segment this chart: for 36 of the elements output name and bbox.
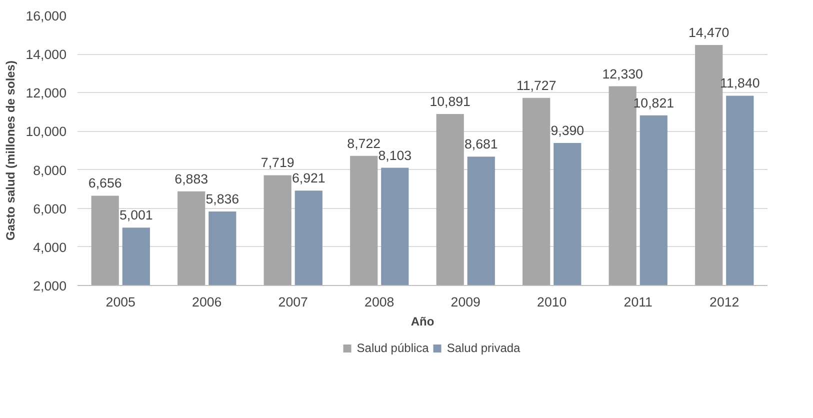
x-tick-label: 2009 [450, 294, 480, 310]
x-tick-label: 2006 [192, 294, 222, 310]
x-axis-title: Año [410, 314, 434, 328]
data-label: 8,681 [464, 136, 498, 152]
data-label: 10,821 [633, 95, 674, 110]
data-label: 5,836 [206, 192, 240, 207]
data-label: 8,722 [347, 136, 381, 151]
data-label: 9,390 [550, 122, 584, 138]
data-label: 11,840 [720, 76, 760, 91]
data-label: 10,891 [430, 94, 470, 110]
data-label: 7,719 [260, 155, 294, 170]
y-tick-label: 16,000 [26, 8, 66, 24]
legend-label: Salud privada [446, 341, 520, 355]
data-label: 8,103 [378, 148, 412, 163]
y-tick-label: 8,000 [33, 162, 67, 178]
x-tick-label: 2011 [624, 294, 652, 310]
data-label: 5,001 [119, 208, 153, 223]
x-tick-label: 2008 [364, 294, 394, 310]
data-label: 6,656 [88, 176, 122, 191]
y-tick-label: 4,000 [33, 240, 67, 255]
y-tick-label: 12,000 [26, 86, 66, 101]
x-tick-label: 2012 [710, 294, 740, 310]
x-tick-label: 2010 [537, 294, 567, 310]
x-tick-label: 2007 [278, 294, 308, 310]
y-tick-label: 6,000 [33, 201, 67, 216]
legend-label: Salud pública [356, 341, 429, 355]
y-tick-label: 10,000 [26, 124, 66, 140]
y-tick-label: 14,000 [26, 47, 66, 62]
x-tick-label: 2005 [106, 294, 136, 310]
y-axis-title: Gasto salud (millones de soles) [4, 60, 18, 241]
data-label: 11,727 [516, 78, 556, 93]
data-label: 12,330 [602, 66, 643, 82]
y-tick-label: 2,000 [33, 278, 67, 294]
data-label: 6,921 [292, 170, 326, 186]
data-label: 6,883 [174, 171, 208, 186]
data-label: 14,470 [688, 25, 730, 40]
